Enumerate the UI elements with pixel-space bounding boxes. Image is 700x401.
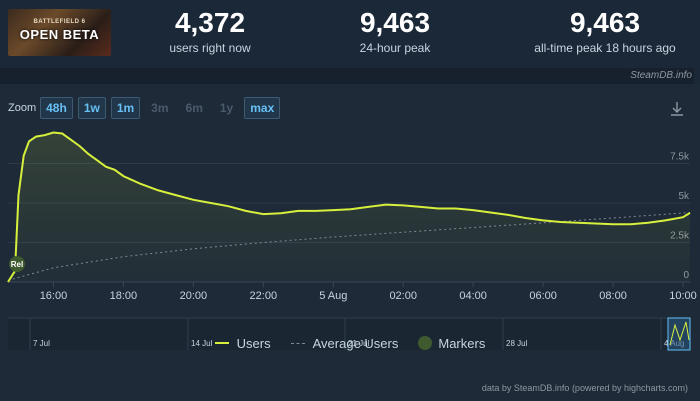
users-line[interactable] [7,131,691,283]
zoom-3m-button[interactable]: 3m [151,101,169,115]
x-tick-label: 5 Aug [319,290,347,302]
x-tick-label: 04:00 [459,290,487,302]
x-tick-label: 10:00 [669,290,697,302]
stat-24h-peak: 9,463 24-hour peak [340,6,450,56]
navigator-background [8,318,690,350]
zoom-1m-button[interactable]: 1m [110,97,141,119]
all-time-peak-label: all-time peak 18 hours ago [534,41,676,55]
zoom-1y-button[interactable]: 1y [219,101,234,115]
navigator-series-preview [669,321,690,346]
navigator-tick-label: 21 Jul [348,339,370,348]
zoom-1w-button[interactable]: 1w [77,97,106,119]
stat-current-users: 4,372 users right now [160,6,260,56]
legend-markers-swatch [418,336,433,350]
all-time-peak-value: 9,463 [569,7,641,38]
navigator-tick-label: 14 Jul [191,339,213,348]
zoom-48h-button[interactable]: 48h [40,97,73,119]
users-area-fill [8,132,690,282]
x-tick-label: 22:00 [250,290,278,302]
current-users-label: users right now [169,41,251,55]
x-tick-label: 16:00 [40,290,68,302]
x-tick-label: 20:00 [180,290,208,302]
legend-average-swatch [290,342,305,344]
y-tick-label: 7.5k [670,152,690,163]
legend-users-swatch [214,342,229,344]
legend-average-users[interactable]: Average Users [290,335,399,351]
legend-users-label: Users [236,335,271,351]
zoom-6m-button[interactable]: 6m [185,101,203,115]
download-icon[interactable] [668,100,686,118]
peak-24h-label: 24-hour peak [359,41,431,55]
release-marker-label: Rel [11,260,23,269]
x-axis-ticks: 16:00 18:00 20:00 22:00 5 Aug 02:00 04:00 06:00… [8,281,697,302]
x-tick-label: 02:00 [389,290,417,302]
x-tick-label: 08:00 [599,290,627,302]
zoom-max-button[interactable]: max [244,97,281,119]
stats-header: BATTLEFIELD 6 OPEN BETA 4,372 users righ… [0,0,700,68]
game-thumbnail[interactable]: BATTLEFIELD 6 OPEN BETA [8,9,111,56]
legend-users[interactable]: Users [214,335,271,351]
game-title-main: OPEN BETA [19,27,100,42]
game-title-top: BATTLEFIELD 6 [33,19,86,25]
y-tick-label: 5k [678,191,690,202]
zoom-label: Zoom [8,102,37,114]
navigator-tick-label: 28 Jul [506,339,528,348]
x-tick-label: 18:00 [110,290,138,302]
legend-average-label: Average Users [312,335,399,351]
navigator-tick-label: 7 Jul [33,339,50,348]
legend-markers-label: Markers [438,335,486,351]
legend-markers[interactable]: Markers [418,336,485,351]
current-users-value: 4,372 [174,7,246,38]
x-tick-label: 06:00 [529,290,557,302]
zoom-bar: Zoom 48h 1w 1m 3m 6m 1y max [8,97,285,119]
site-credit[interactable]: SteamDB.info [0,68,694,84]
footer-credit[interactable]: data by SteamDB.info (powered by highcha… [481,383,688,393]
chart-legend: Users Average Users Markers [0,334,700,352]
peak-24h-value: 9,463 [359,7,431,38]
stat-all-time-peak: 9,463 all-time peak 18 hours ago [520,6,690,56]
release-marker[interactable]: Rel [9,256,25,272]
